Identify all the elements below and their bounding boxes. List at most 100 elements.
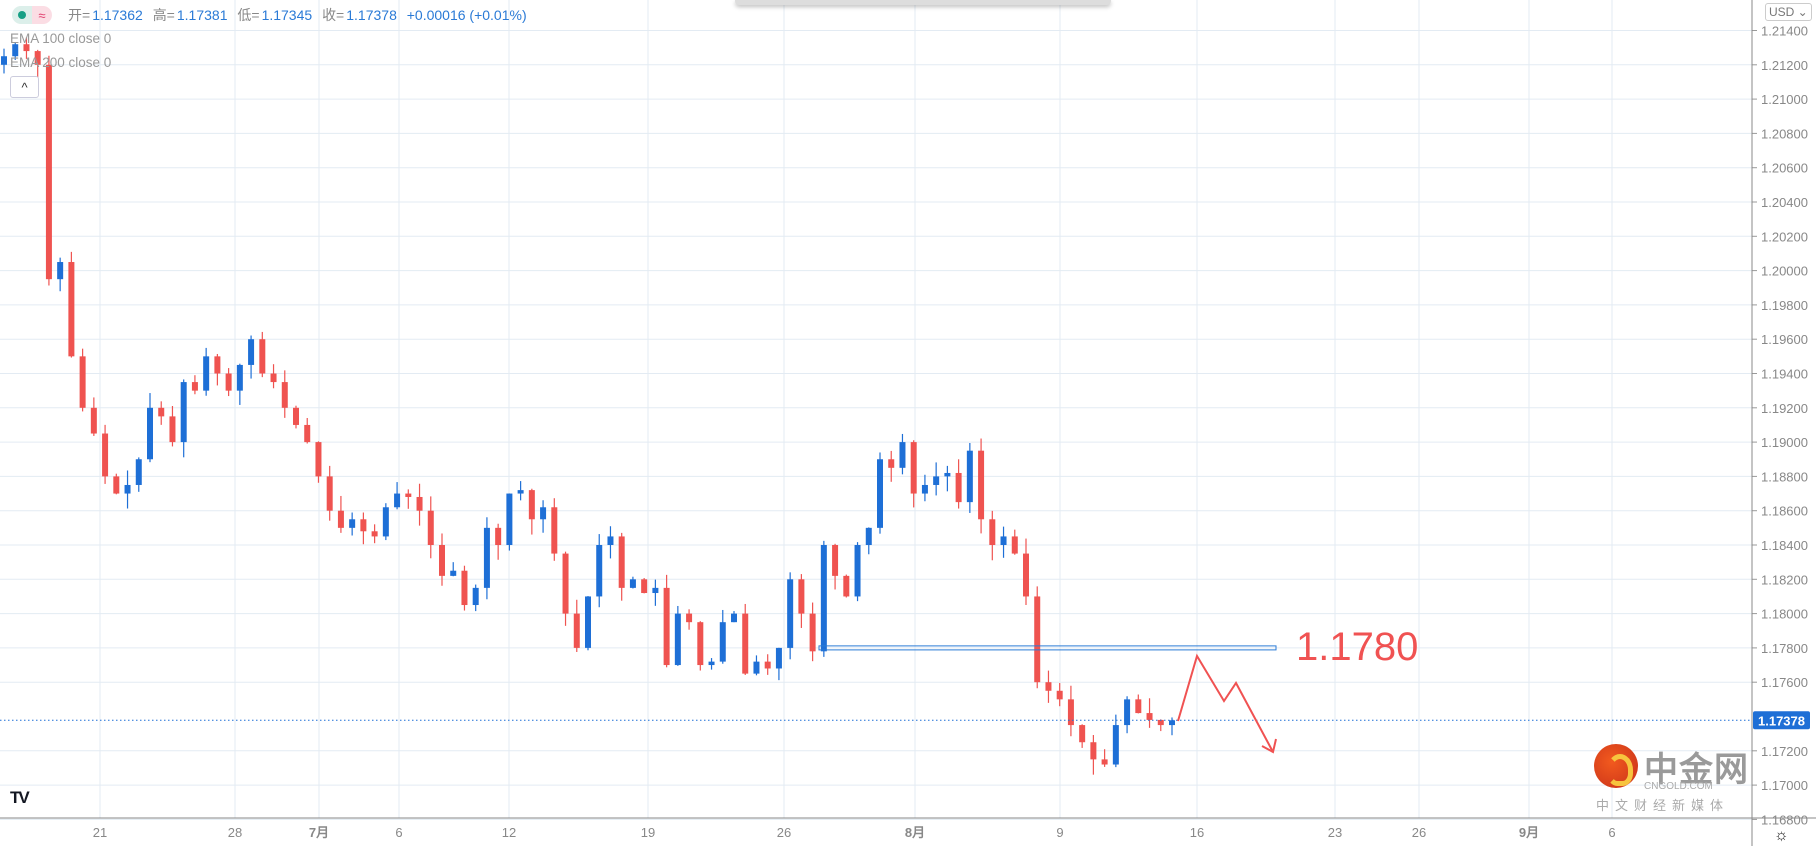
candle — [382, 503, 389, 541]
candle-body — [1023, 553, 1029, 597]
candle-body — [57, 262, 64, 280]
candle-body — [585, 596, 591, 648]
x-tick-label: 16 — [1190, 825, 1204, 840]
ema-200-legend[interactable]: EMA 200 close 0 — [10, 55, 112, 70]
x-tick-label: 7月 — [309, 825, 329, 840]
candle-body — [978, 450, 985, 520]
candle — [607, 526, 614, 559]
candle — [135, 457, 142, 492]
candle-body — [1056, 690, 1063, 700]
candle — [45, 55, 52, 286]
y-tick-label: 1.19400 — [1761, 367, 1808, 382]
x-tick-label: 6 — [395, 825, 402, 840]
candle-body — [68, 262, 75, 357]
candle — [966, 442, 973, 513]
candle — [34, 49, 41, 79]
candle — [1090, 735, 1097, 775]
candle — [540, 500, 547, 533]
candle-body — [293, 407, 299, 425]
ohlc-legend: ≈ 开= 1.17362 高= 1.17381 低= 1.17345 收= 1.1737… — [12, 5, 533, 25]
candle-body — [270, 373, 277, 383]
watermark: 中金网 CNGOLD.COM 中文财经新媒体 — [1592, 742, 1749, 813]
collapse-legend-button[interactable]: ^ — [10, 76, 39, 98]
candle — [1023, 538, 1029, 606]
wave-icon[interactable]: ≈ — [32, 6, 52, 24]
candle-body — [607, 536, 614, 545]
candle — [236, 363, 243, 405]
candle — [697, 621, 704, 671]
candle — [1079, 724, 1086, 748]
candle — [719, 609, 726, 664]
candle — [708, 658, 715, 670]
candle — [573, 599, 580, 652]
x-tick-label: 21 — [93, 825, 107, 840]
candle-body — [23, 44, 30, 52]
candle-body — [809, 613, 816, 652]
watermark-title: 中金网 — [1644, 751, 1749, 789]
candle — [1000, 526, 1007, 558]
low-value: 1.17345 — [261, 7, 313, 23]
candle-body — [1045, 682, 1052, 691]
candle — [326, 465, 333, 521]
y-tick-label: 1.21000 — [1761, 92, 1808, 107]
candle-body — [90, 407, 97, 434]
candle — [90, 397, 97, 436]
candle — [12, 42, 19, 60]
candle — [854, 542, 861, 602]
y-tick-label: 1.16800 — [1761, 812, 1808, 827]
candle — [944, 465, 951, 492]
candle-body — [1101, 759, 1108, 765]
candle — [1135, 694, 1142, 714]
candle-body — [495, 527, 502, 545]
candle-body — [933, 476, 940, 485]
candle-body — [697, 622, 704, 666]
candle-body — [641, 579, 648, 594]
candle-body — [180, 382, 187, 443]
candle — [191, 375, 198, 395]
candle-body — [966, 450, 973, 503]
candle — [506, 493, 513, 551]
candle — [461, 565, 468, 611]
candle — [169, 406, 176, 447]
y-tick-label: 1.17200 — [1761, 744, 1808, 759]
candle-body — [360, 519, 367, 532]
candle-body — [214, 356, 221, 374]
y-tick-label: 1.19000 — [1761, 435, 1808, 450]
x-tick-label: 23 — [1328, 825, 1342, 840]
candle-body — [1157, 719, 1164, 726]
ema-100-legend[interactable]: EMA 100 close 0 — [10, 31, 112, 46]
candle-body — [820, 545, 827, 652]
candle — [124, 470, 131, 509]
dot-icon[interactable] — [12, 6, 32, 24]
visibility-toggle[interactable]: ≈ — [12, 6, 52, 24]
candle — [293, 405, 299, 429]
candle-body — [506, 493, 513, 545]
candle — [248, 335, 255, 379]
candle — [820, 540, 827, 657]
currency-select[interactable]: USD ⌄ — [1765, 3, 1812, 21]
y-tick-label: 1.18200 — [1761, 572, 1808, 587]
candle-body — [281, 382, 288, 408]
candle-body — [674, 613, 681, 666]
candle — [686, 609, 693, 630]
candle — [495, 523, 502, 560]
candle-body — [865, 527, 872, 545]
x-tick-label: 26 — [1412, 825, 1426, 840]
candle-body — [439, 545, 445, 576]
low-label: 低= — [237, 7, 260, 23]
settings-icon[interactable]: ☼ — [1774, 827, 1789, 844]
candle-body — [719, 622, 726, 662]
candle — [450, 562, 457, 577]
candle-body — [315, 442, 322, 477]
candle-body — [843, 575, 850, 597]
candle-body — [787, 579, 794, 648]
tradingview-logo[interactable]: TV — [10, 788, 30, 807]
candle — [1034, 586, 1041, 689]
candle-body — [753, 661, 760, 674]
candle-body — [337, 510, 344, 528]
candle — [562, 551, 569, 626]
candle — [337, 495, 344, 533]
candle — [832, 543, 839, 590]
candle — [79, 348, 86, 412]
